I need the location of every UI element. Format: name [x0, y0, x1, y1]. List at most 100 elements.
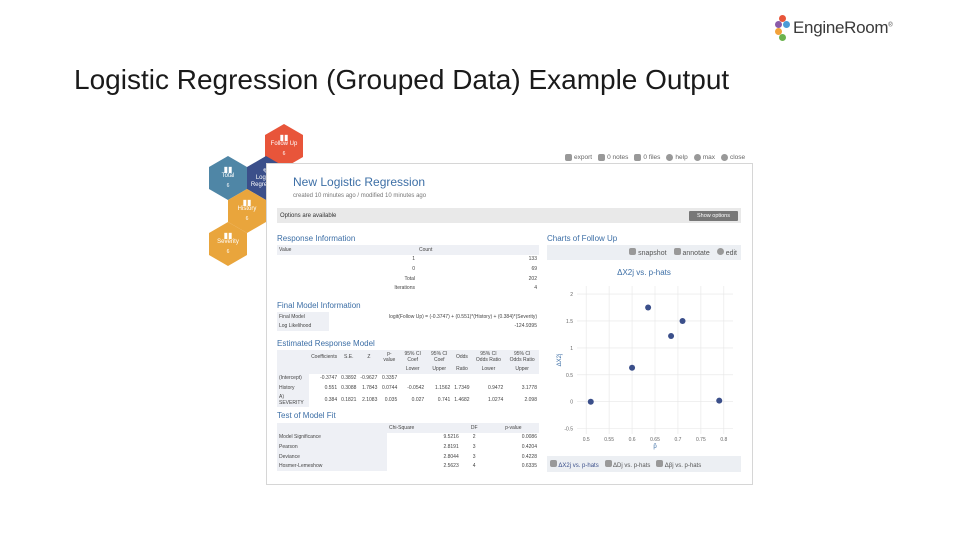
panel-toolbar: export 0 notes 0 files help max close — [565, 154, 745, 161]
column-header: DF — [470, 424, 478, 431]
data-point — [668, 333, 675, 340]
x-axis-label: p̂ — [653, 444, 657, 450]
column-header: 95% CI Coef — [431, 351, 448, 363]
show-options-button[interactable]: Show options — [688, 210, 738, 221]
column-subheader: Upper — [432, 365, 447, 372]
table-row: Hosmer-Lemeshow 2.5623 4 0.6335 — [277, 461, 539, 471]
edit-button[interactable]: edit — [716, 248, 737, 257]
bar-chart-icon: ▮▮ — [279, 133, 289, 142]
table-cell: 0.3357 — [381, 375, 398, 382]
logo-wordmark: EngineRoom® — [793, 18, 893, 37]
column-header — [277, 350, 309, 364]
table-row: Pearson 2.8191 3 0.4204 — [277, 442, 539, 452]
tool-label: edit — [725, 250, 737, 257]
table-cell: Iterations — [394, 285, 415, 292]
tab-label: Δβj vs. p-hats — [664, 462, 702, 469]
camera-icon — [629, 248, 637, 255]
table-cell: 4 — [472, 463, 476, 470]
y-tick-label: 1 — [570, 346, 573, 352]
panel-title: New Logistic Regression — [293, 175, 426, 189]
data-point — [587, 398, 594, 405]
table-row: Final Model logit(Follow Up) = (-0.3747) … — [277, 312, 539, 322]
tab-delta-x2j[interactable]: ΔX2j vs. p-hats — [550, 459, 599, 469]
toolbar-label: max — [702, 154, 715, 161]
data-point — [679, 317, 686, 324]
table-cell: 0 — [412, 265, 415, 272]
annotate-button[interactable]: annotate — [673, 248, 710, 257]
wrench-icon: ✎ — [263, 167, 270, 175]
table-cell — [452, 374, 471, 384]
column-subheader — [358, 364, 379, 374]
table-cell: 0.384 — [324, 396, 338, 403]
y-tick-label: -0.5 — [564, 427, 573, 433]
table-row: Deviance 2.8044 3 0.4228 — [277, 451, 539, 462]
bar-chart-icon: ▮▮ — [223, 165, 233, 174]
x-tick-label: 0.6 — [629, 437, 636, 443]
table-header-row: Chi-Square DF p-value — [277, 423, 539, 433]
hex-count: 6 — [245, 216, 249, 222]
help-button[interactable]: help — [666, 154, 688, 161]
chart-icon — [604, 459, 612, 467]
table-row: Model Significance 9.5216 2 0.0086 — [277, 432, 539, 443]
close-button[interactable]: close — [720, 154, 745, 161]
notes-button[interactable]: 0 notes — [598, 154, 628, 161]
estimated-model-table: Coefficients S.E. Z p-value 95% CI Coef … — [277, 350, 539, 407]
table-row: (Intercept) -0.3747 0.3892 -0.9627 0.335… — [277, 373, 539, 384]
chart-icon — [656, 459, 664, 467]
column-header: Odds — [455, 354, 468, 360]
table-cell: 2.8191 — [443, 443, 459, 450]
snapshot-button[interactable]: snapshot — [629, 248, 667, 257]
response-info-table: Value Count 1 133 0 69 Total 202 Iterations… — [277, 245, 539, 293]
toolbar-label: export — [574, 154, 593, 161]
export-button[interactable]: export — [565, 154, 592, 161]
logo-dot — [783, 21, 790, 28]
table-cell: -0.3747 — [320, 375, 338, 382]
column-subheader — [277, 364, 309, 374]
table-cell: 0.3892 — [341, 375, 357, 382]
hex-count: 6 — [226, 249, 230, 255]
y-tick-label: 0 — [570, 400, 573, 406]
gear-icon — [716, 248, 724, 255]
table-header-row: Value Count — [277, 245, 539, 255]
options-bar: Options are available Show options — [277, 208, 741, 223]
column-header: Value — [279, 246, 292, 253]
tool-label: annotate — [682, 250, 710, 257]
column-header: S.E. — [344, 354, 354, 360]
logo-dots — [775, 15, 791, 41]
tab-delta-bj[interactable]: Δβj vs. p-hats — [656, 459, 702, 469]
table-header-row: Coefficients S.E. Z p-value 95% CI Coef … — [277, 350, 539, 364]
table-row: 0 69 — [277, 264, 539, 274]
hex-label: Total — [221, 173, 235, 179]
logo-dot — [779, 34, 786, 41]
model-fit-table: Chi-Square DF p-value Model Significance… — [277, 423, 539, 471]
max-button[interactable]: max — [693, 154, 715, 161]
help-icon — [666, 154, 674, 161]
hex-follow-up[interactable]: ▮▮ Follow Up 6 — [265, 124, 303, 168]
chart-title: ΔX2j vs. p-hats — [617, 268, 671, 277]
model-fit-heading: Test of Model Fit — [277, 411, 336, 420]
column-header: 95% CI Coef — [404, 351, 421, 363]
table-subheader-row: Lower Upper Ratio Lower Upper — [277, 364, 539, 374]
toolbar-label: help — [675, 154, 688, 161]
table-row: Log Likelihood -124.9395 — [277, 321, 539, 332]
logo-dot — [779, 15, 786, 22]
table-cell: 0.4204 — [521, 443, 537, 450]
logo-dot — [775, 28, 782, 35]
table-row: History 0.551 0.3088 1.7843 0.0744 -0.05… — [277, 383, 539, 393]
table-cell: 2.098 — [524, 396, 537, 403]
table-cell: 0.3088 — [341, 384, 357, 391]
row-label: History — [277, 383, 310, 393]
table-cell: 2.5623 — [443, 463, 459, 470]
column-header: Count — [419, 246, 433, 253]
estimated-model-heading: Estimated Response Model — [277, 339, 375, 348]
panel-meta: created 10 minutes ago / modified 10 min… — [293, 193, 427, 199]
response-info-heading: Response Information — [277, 234, 356, 243]
column-subheader: Lower — [405, 365, 420, 372]
tab-label: ΔX2j vs. p-hats — [558, 462, 599, 469]
folder-icon — [634, 154, 642, 161]
tab-delta-dj[interactable]: ΔDj vs. p-hats — [604, 459, 650, 469]
table-cell: 3.1778 — [521, 384, 537, 391]
table-cell: 133 — [528, 256, 537, 263]
column-subheader — [379, 364, 399, 374]
files-button[interactable]: 0 files — [634, 154, 660, 161]
